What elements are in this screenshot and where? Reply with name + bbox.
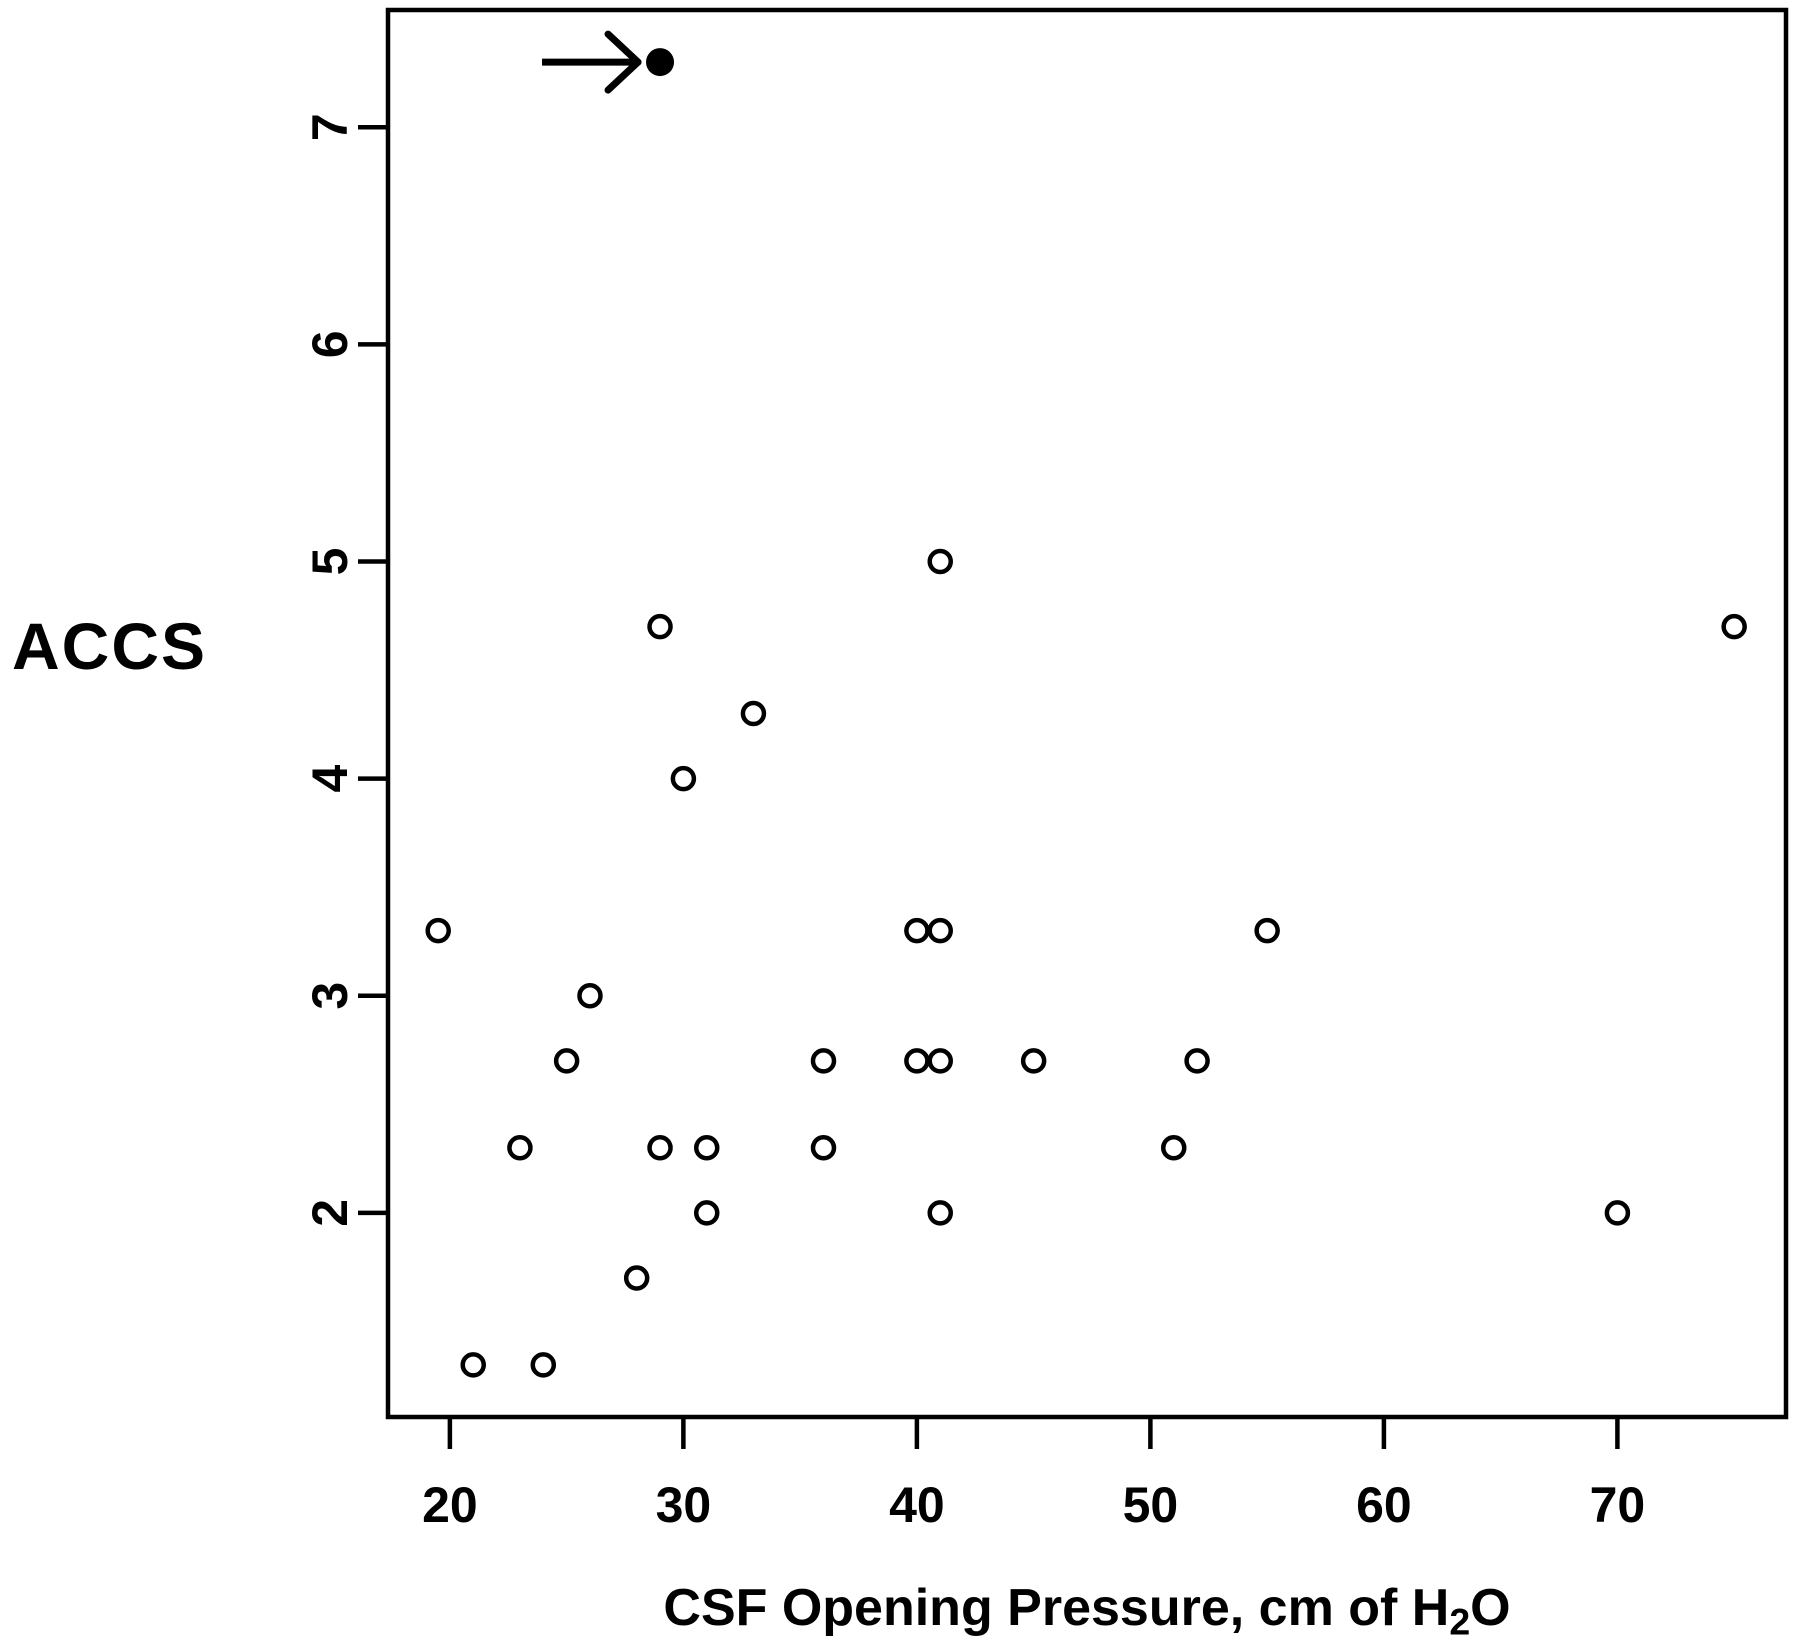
x-tick-label: 40 xyxy=(889,1477,945,1533)
y-tick-label: 5 xyxy=(302,548,358,576)
x-tick-label: 60 xyxy=(1356,1477,1412,1533)
y-tick-label: 6 xyxy=(302,330,358,358)
x-tick-label: 50 xyxy=(1123,1477,1179,1533)
y-tick-label: 2 xyxy=(302,1199,358,1227)
data-point-open xyxy=(904,917,930,944)
y-tick-label: 3 xyxy=(302,982,358,1010)
data-point-open xyxy=(927,1200,953,1226)
data-point-open xyxy=(810,1048,837,1074)
data-point-open xyxy=(647,613,673,640)
data-point-open xyxy=(577,983,603,1009)
data-point-open xyxy=(1160,1135,1187,1161)
data-point-open xyxy=(553,1048,580,1074)
y-tick-label: 4 xyxy=(302,765,358,793)
data-point-open xyxy=(927,917,953,944)
data-point-open xyxy=(623,1265,650,1291)
data-point-open xyxy=(530,1352,557,1378)
x-tick-label: 70 xyxy=(1590,1477,1646,1533)
data-point-open xyxy=(647,1135,673,1161)
data-point-open xyxy=(1254,917,1280,944)
data-point-open xyxy=(670,765,697,792)
x-tick-label: 30 xyxy=(656,1477,712,1533)
data-point-open xyxy=(425,917,451,944)
data-point-open xyxy=(810,1135,837,1161)
data-point-open xyxy=(693,1135,720,1161)
x-axis-title-subscript: 2 xyxy=(1449,1600,1471,1643)
arrow-head-upper xyxy=(604,30,642,66)
x-axis-title: CSF Opening Pressure, cm of H2O xyxy=(388,1578,1786,1643)
data-point-open xyxy=(927,1048,953,1074)
x-tick-label: 20 xyxy=(422,1477,478,1533)
data-point-open xyxy=(740,700,767,727)
data-point-open xyxy=(1020,1048,1047,1074)
data-point-open xyxy=(1604,1200,1631,1226)
data-point-open xyxy=(1184,1048,1210,1074)
data-point-filled xyxy=(646,48,675,77)
plot-border xyxy=(385,7,1789,1420)
data-point-open xyxy=(904,1048,930,1074)
x-axis-title-text: CSF Opening Pressure, cm of H xyxy=(663,1579,1450,1637)
y-axis-title: ACCS xyxy=(12,609,208,683)
x-axis-title-suffix: O xyxy=(1470,1579,1511,1637)
data-point-open xyxy=(1721,613,1747,640)
data-point-open xyxy=(927,548,953,575)
y-tick-label: 7 xyxy=(302,113,358,141)
data-point-open xyxy=(507,1135,533,1161)
data-point-open xyxy=(460,1352,486,1378)
data-point-open xyxy=(693,1200,720,1226)
arrow-head-lower xyxy=(604,58,642,94)
